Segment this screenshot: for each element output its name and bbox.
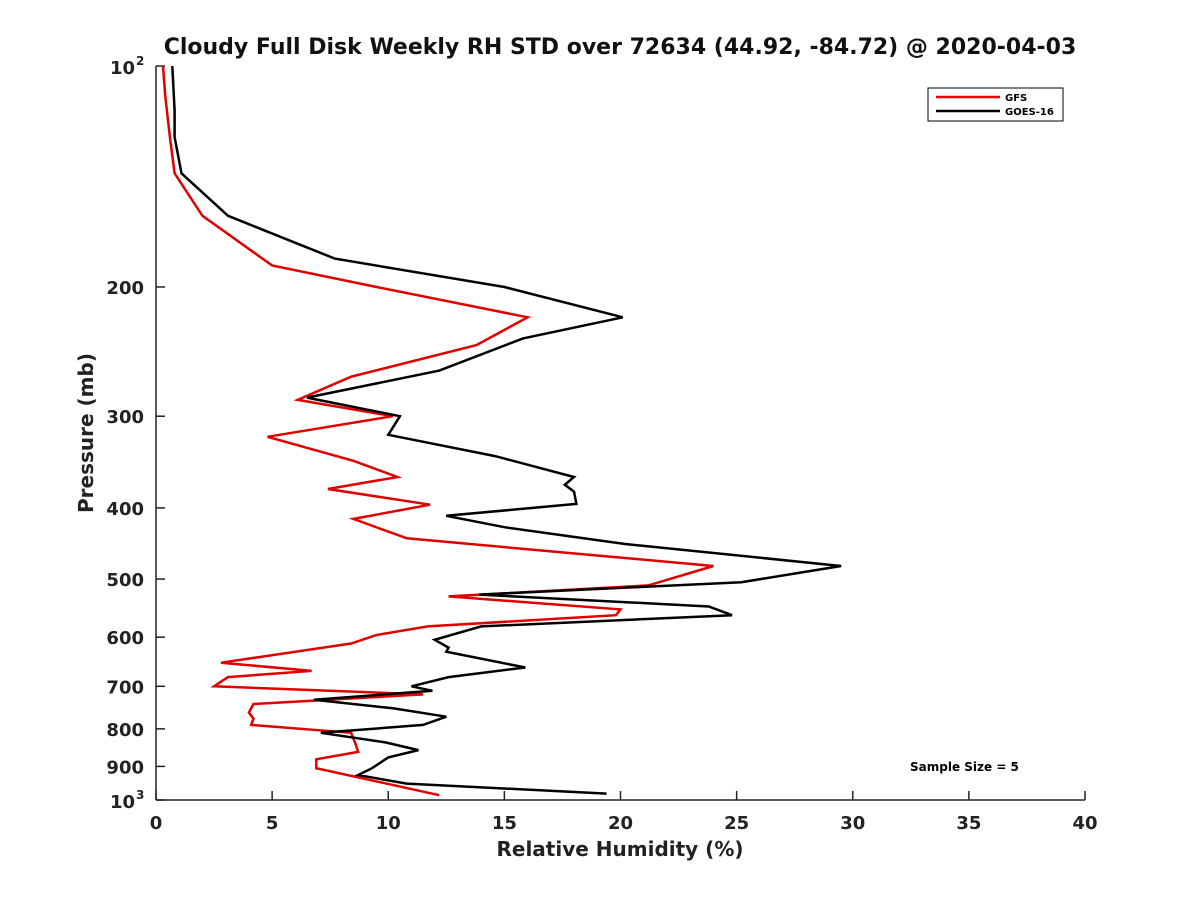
- y-tick-label: 400: [106, 499, 144, 520]
- x-tick-label: 20: [608, 813, 633, 834]
- legend-label-gfs: GFS: [1005, 93, 1027, 104]
- series-line-goes16: [171, 65, 842, 795]
- y-tick-label: 200: [106, 278, 144, 299]
- y-tick-label: 700: [106, 677, 144, 698]
- y-tick-label: 10: [110, 792, 135, 813]
- legend-box: [927, 87, 1064, 122]
- y-tick-label: 800: [106, 720, 144, 741]
- x-tick-label: 5: [266, 813, 279, 834]
- legend-label-goes16: GOES-16: [1005, 107, 1054, 118]
- x-tick-label: 30: [840, 813, 865, 834]
- x-tick-label: 10: [376, 813, 401, 834]
- y-tick-label: 300: [106, 407, 144, 428]
- y-tick-label: 10: [110, 58, 135, 79]
- series-line-gfs: [161, 65, 714, 797]
- x-tick-label: 25: [724, 813, 749, 834]
- x-axis-ticks: 0 5 10 15 20 25 30 35 40: [150, 791, 1098, 834]
- sample-size-annotation: Sample Size = 5: [910, 760, 1019, 774]
- y-tick-label: 600: [106, 628, 144, 649]
- y-tick-label: 500: [106, 570, 144, 591]
- x-tick-label: 35: [956, 813, 981, 834]
- x-axis-label: Relative Humidity (%): [496, 837, 743, 861]
- x-tick-label: 40: [1072, 813, 1097, 834]
- y-axis-label: Pressure (mb): [74, 353, 98, 513]
- y-tick-exponent: 2: [136, 54, 144, 68]
- legend: GFS GOES-16: [927, 87, 1064, 122]
- x-tick-label: 15: [492, 813, 517, 834]
- y-tick-exponent: 3: [136, 788, 144, 802]
- chart-title: Cloudy Full Disk Weekly RH STD over 7263…: [164, 35, 1077, 60]
- x-tick-label: 0: [150, 813, 163, 834]
- series-layer: [161, 65, 842, 797]
- y-tick-label: 900: [106, 757, 144, 778]
